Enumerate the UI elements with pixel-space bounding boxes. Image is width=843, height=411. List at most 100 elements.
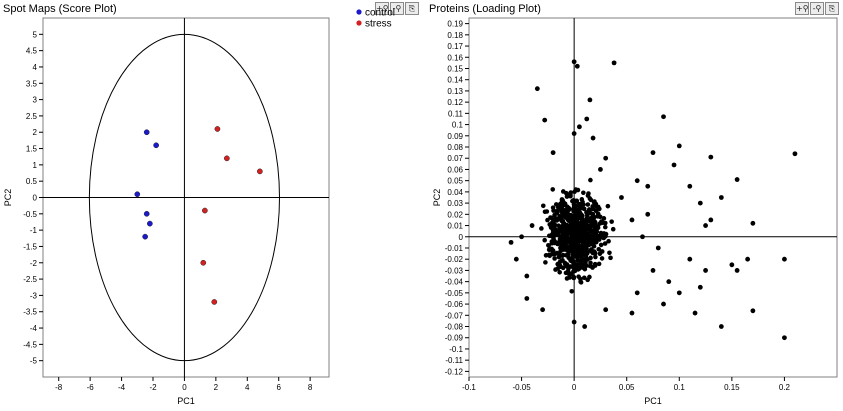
data-point: [565, 193, 570, 198]
data-point: [558, 207, 564, 213]
data-point: [568, 245, 573, 250]
x-tick-label: 2: [214, 383, 219, 392]
data-point: [573, 262, 578, 267]
data-point: [558, 264, 563, 270]
y-tick-label: 3.5: [26, 79, 38, 88]
data-point: [602, 224, 608, 230]
data-point: [581, 275, 587, 281]
y-tick-label: -0.08: [445, 323, 464, 332]
y-axis-label: PC2: [3, 189, 13, 207]
data-point: [202, 207, 208, 214]
data-point: [549, 215, 554, 221]
data-point: [546, 242, 551, 248]
export-icon[interactable]: ⎘: [405, 2, 419, 15]
data-point: [580, 199, 585, 205]
data-point: [557, 227, 562, 232]
zoom-out-icon[interactable]: -⚲: [390, 2, 404, 15]
x-tick-label: -0.05: [512, 383, 531, 392]
y-tick-label: -0.03: [445, 266, 464, 275]
data-point: [578, 229, 584, 234]
data-point: [579, 246, 584, 251]
data-point: [650, 268, 656, 273]
data-point: [542, 117, 548, 123]
data-point: [597, 214, 603, 220]
zoom-in-icon[interactable]: +⚲: [795, 2, 809, 15]
data-point: [557, 213, 562, 219]
data-point: [508, 239, 514, 245]
data-point: [147, 220, 153, 227]
data-point: [792, 151, 798, 157]
export-icon[interactable]: ⎘: [825, 2, 839, 15]
data-point: [574, 231, 580, 237]
data-point: [587, 97, 593, 103]
y-tick-label: -3: [30, 291, 38, 300]
y-tick-label: 0.12: [447, 98, 463, 107]
data-point: [703, 268, 708, 273]
data-point: [542, 237, 547, 243]
data-point: [553, 267, 558, 272]
data-point: [601, 216, 607, 221]
data-point: [214, 126, 221, 132]
data-point: [782, 335, 787, 341]
y-tick-label: 0.16: [447, 53, 463, 62]
data-point: [581, 190, 586, 196]
data-point: [571, 319, 577, 325]
data-point: [545, 217, 550, 223]
y-tick-label: -0.12: [445, 367, 464, 376]
data-point: [588, 220, 594, 225]
data-point: [582, 230, 588, 236]
y-tick-label: 2: [33, 128, 38, 137]
data-point: [554, 250, 560, 256]
data-point: [558, 239, 564, 244]
y-tick-label: 0.02: [447, 210, 463, 219]
score-plot-toolbar: +⚲ -⚲ ⎘: [375, 2, 419, 15]
data-point: [563, 263, 569, 269]
legend-marker: [356, 9, 362, 15]
loading-plot-toolbar: +⚲ -⚲ ⎘: [795, 2, 839, 15]
data-point: [578, 258, 583, 264]
data-point: [599, 219, 604, 224]
data-point: [552, 212, 557, 218]
data-point: [606, 238, 611, 244]
y-tick-label: 0.19: [447, 20, 463, 29]
data-point: [588, 255, 593, 261]
data-point: [200, 259, 207, 266]
data-point: [566, 252, 571, 258]
data-point: [587, 224, 593, 229]
y-tick-label: -0.11: [445, 356, 463, 365]
data-point: [590, 211, 596, 217]
y-tick-label: 0.03: [447, 199, 463, 208]
data-point: [568, 258, 574, 264]
data-point: [609, 219, 614, 224]
data-point: [142, 233, 148, 240]
zoom-out-icon[interactable]: -⚲: [810, 2, 824, 15]
data-point: [583, 260, 588, 266]
data-point: [745, 256, 751, 262]
data-point: [591, 200, 597, 205]
data-point: [568, 223, 574, 229]
x-tick-label: 4: [245, 383, 250, 392]
data-point: [597, 206, 602, 212]
data-point: [585, 202, 591, 207]
x-tick-label: -4: [118, 383, 126, 392]
data-point: [560, 252, 566, 258]
data-point: [581, 243, 587, 248]
x-tick-label: 0.1: [674, 383, 686, 392]
data-point: [634, 178, 640, 184]
data-point: [640, 234, 645, 240]
data-point: [524, 273, 530, 279]
data-point: [645, 183, 651, 189]
legend-label-control: control: [365, 8, 395, 19]
data-point: [559, 200, 565, 205]
data-point: [576, 274, 581, 279]
data-point: [588, 177, 593, 183]
data-point: [560, 220, 566, 225]
data-point: [590, 135, 596, 141]
data-point: [571, 209, 576, 214]
data-point: [734, 177, 740, 182]
data-point: [556, 254, 562, 260]
data-point: [581, 226, 587, 231]
zoom-in-icon[interactable]: +⚲: [375, 2, 389, 15]
confidence-ellipse: [88, 33, 280, 362]
